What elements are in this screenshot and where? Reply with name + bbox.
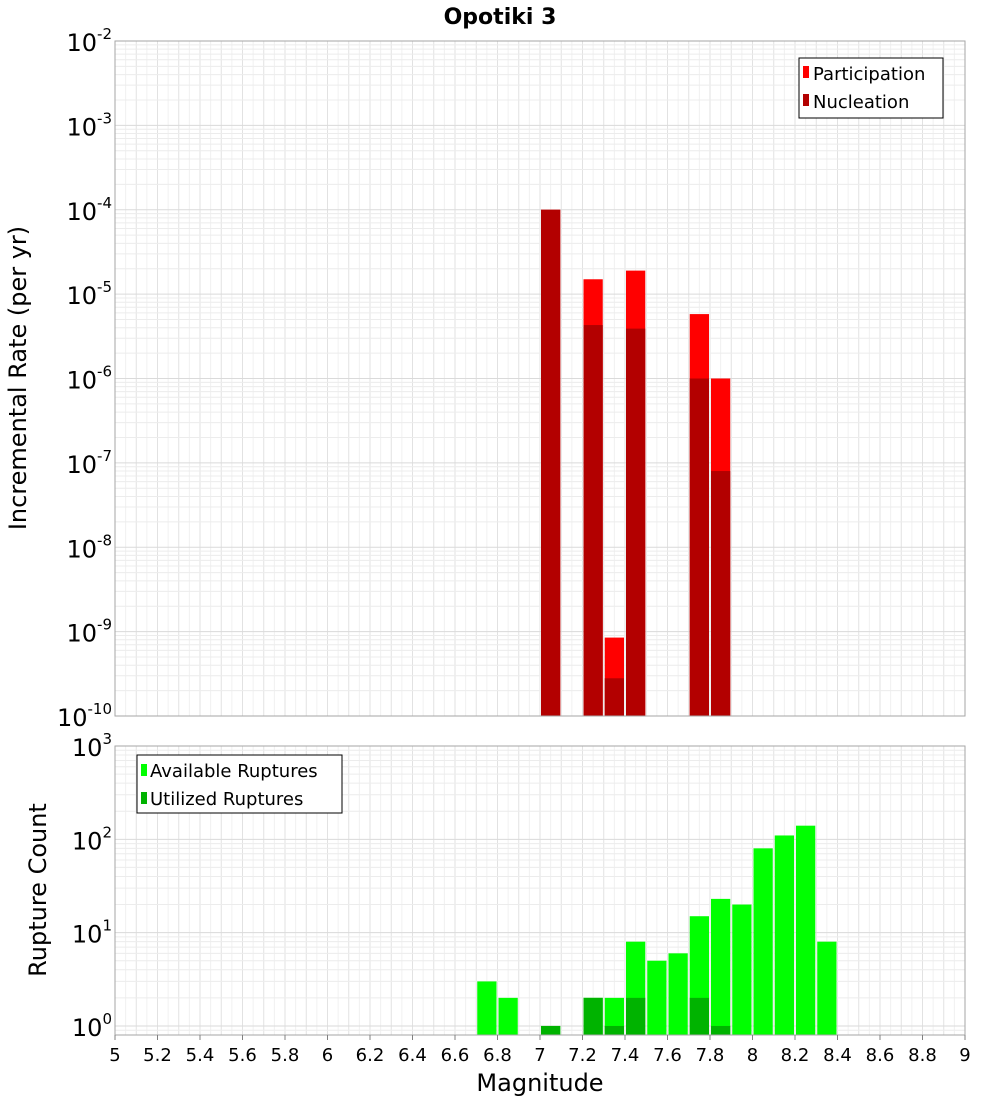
x-tick-label: 5: [109, 1045, 120, 1066]
x-tick-label: 5.8: [271, 1045, 300, 1066]
x-tick-label: 7.2: [568, 1045, 597, 1066]
nucleation-bar: [711, 471, 731, 716]
x-tick-label: 7.4: [611, 1045, 640, 1066]
x-tick-label: 8.8: [908, 1045, 937, 1066]
nucleation-legend-label: Nucleation: [813, 92, 909, 113]
nucleation-bar: [541, 209, 561, 716]
utilized-ruptures-bar: [541, 1025, 561, 1035]
nucleation-legend-swatch: [803, 94, 809, 106]
rate-grid: [115, 41, 965, 716]
rate-y-tick-label: 10-6: [66, 363, 112, 395]
available-ruptures-bar: [732, 904, 752, 1035]
rate-y-tick-label: 10-9: [66, 616, 112, 648]
rupture-y-ticks: 100 101 102 103: [72, 730, 112, 1042]
rupture-bars: [477, 825, 837, 1035]
rupture-legend-box: [136, 754, 343, 814]
rate-y-tick-label: 10-10: [57, 700, 112, 732]
rate-y-tick-label: 10-2: [66, 25, 112, 57]
magnitude-x-ticks: 5 5.2 5.4 5.6 5.8 6 6.2 6.4 6.6 6.8 7 7.2 7.4 7.6 7.8 8…: [109, 1035, 971, 1066]
rate-y-tick-label: 10-7: [66, 447, 112, 479]
available-legend-label: Available Ruptures: [150, 761, 318, 782]
x-tick-label: 7.6: [653, 1045, 682, 1066]
utilized-ruptures-bar: [711, 1025, 731, 1035]
x-tick-label: 6.2: [356, 1045, 385, 1066]
x-tick-label: 6.8: [483, 1045, 512, 1066]
x-tick-label: 5.2: [143, 1045, 172, 1066]
participation-legend-swatch: [803, 66, 809, 78]
x-tick-label: 9: [959, 1045, 970, 1066]
nucleation-bar: [689, 378, 709, 716]
rate-y-ticks: 10-10 10-9 10-8 10-7 10-6 10-5 10-4 10-3 10-2: [57, 25, 112, 732]
available-ruptures-bar: [774, 835, 794, 1035]
rate-y-tick-label: 10-5: [66, 278, 112, 310]
rate-y-tick-label: 10-4: [66, 194, 112, 226]
x-tick-label: 6.4: [398, 1045, 427, 1066]
rate-bars: [541, 209, 731, 716]
rupture-count-panel: 100 101 102 103 5 5.2 5.4 5.6 5.8 6 6.2 6.4 6.6 6.8 7…: [24, 730, 971, 1097]
x-tick-label: 6: [322, 1045, 333, 1066]
x-tick-label: 8.2: [781, 1045, 810, 1066]
utilized-legend-swatch: [141, 792, 147, 804]
rate-plot-frame: [114, 40, 966, 717]
rupture-y-tick-label: 101: [72, 917, 112, 949]
available-ruptures-bar: [647, 960, 667, 1035]
x-tick-label: 6.6: [441, 1045, 470, 1066]
rupture-y-axis-label: Rupture Count: [24, 803, 52, 977]
x-axis-label: Magnitude: [476, 1069, 603, 1097]
available-ruptures-bar: [498, 997, 518, 1035]
rate-y-tick-label: 10-3: [66, 109, 112, 141]
utilized-legend-label: Utilized Ruptures: [150, 789, 303, 810]
utilized-ruptures-bar: [626, 997, 646, 1035]
utilized-ruptures-bar: [604, 1025, 624, 1035]
x-tick-label: 5.4: [186, 1045, 215, 1066]
x-tick-label: 8: [747, 1045, 758, 1066]
nucleation-bar: [583, 325, 603, 716]
available-ruptures-bar: [817, 941, 837, 1035]
x-tick-label: 5.6: [228, 1045, 257, 1066]
rupture-y-tick-label: 102: [72, 823, 112, 855]
x-tick-label: 8.4: [823, 1045, 852, 1066]
x-tick-label: 7: [534, 1045, 545, 1066]
available-ruptures-bar: [604, 997, 624, 1035]
rate-y-tick-label: 10-8: [66, 531, 112, 563]
x-tick-label: 8.6: [866, 1045, 895, 1066]
rate-y-axis-label: Incremental Rate (per yr): [4, 226, 32, 530]
available-legend-swatch: [141, 764, 147, 776]
available-ruptures-bar: [753, 848, 773, 1035]
rate-legend-box: [798, 57, 944, 119]
participation-legend-label: Participation: [813, 64, 925, 85]
rate-panel: 10-10 10-9 10-8 10-7 10-6 10-5 10-4 10-3 10-2 In…: [4, 25, 966, 732]
available-ruptures-bar: [668, 953, 688, 1035]
rate-legend: Participation Nucleation: [798, 57, 944, 119]
available-ruptures-bar: [477, 981, 497, 1035]
rupture-legend: Available Ruptures Utilized Ruptures: [136, 754, 343, 814]
nucleation-bar: [626, 328, 646, 716]
rupture-y-tick-label: 103: [72, 730, 112, 762]
utilized-ruptures-bar: [689, 997, 709, 1035]
x-tick-label: 7.8: [696, 1045, 725, 1066]
rupture-y-tick-label: 100: [72, 1010, 112, 1042]
available-ruptures-bar: [711, 898, 731, 1035]
available-ruptures-bar: [796, 825, 816, 1035]
utilized-ruptures-bar: [583, 997, 603, 1035]
chart-title: Opotiki 3: [444, 5, 557, 30]
nucleation-bar: [604, 678, 624, 716]
